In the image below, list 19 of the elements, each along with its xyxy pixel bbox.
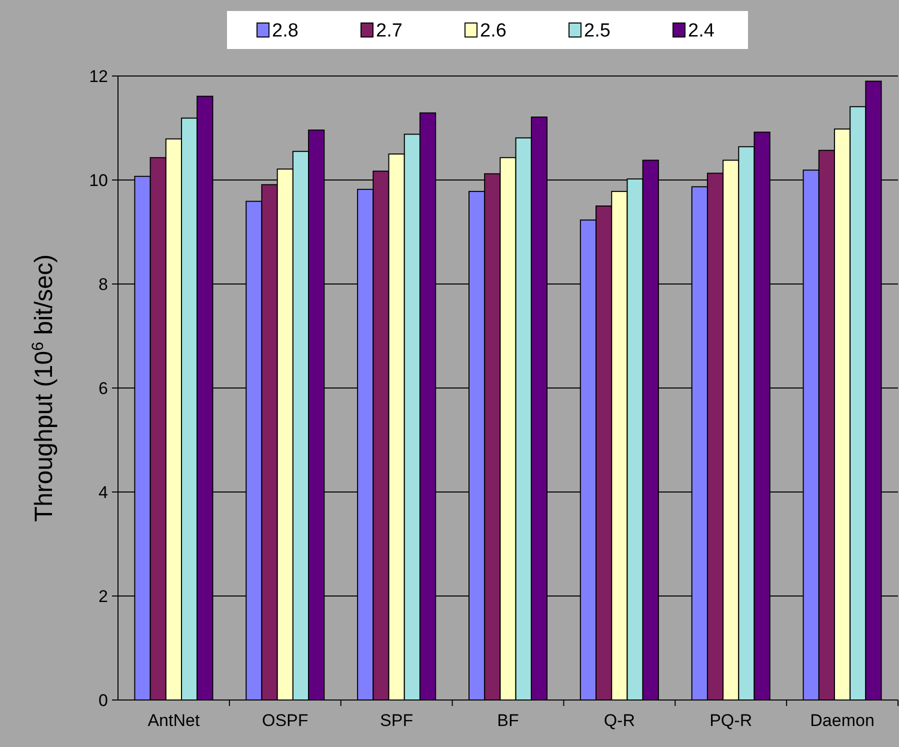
- x-tick-label: PQ-R: [710, 711, 752, 730]
- x-tick-label: Q-R: [604, 711, 636, 730]
- y-tick-label: 10: [89, 170, 108, 190]
- legend-label: 2.7: [376, 20, 402, 42]
- y-tick-label: 8: [98, 274, 108, 294]
- x-tick-label: BF: [497, 711, 519, 730]
- y-tick-label: 2: [98, 586, 108, 606]
- x-tick-label: AntNet: [148, 711, 200, 730]
- y-tick-label: 4: [98, 482, 108, 502]
- legend-label: 2.5: [584, 20, 610, 42]
- y-tick-label: 0: [98, 690, 108, 710]
- x-tick-label: OSPF: [262, 711, 308, 730]
- x-tick-label: SPF: [380, 711, 414, 730]
- legend-label: 2.8: [272, 20, 298, 42]
- y-tick-label: 12: [89, 66, 108, 86]
- legend-label: 2.6: [480, 20, 506, 42]
- legend-label: 2.4: [688, 20, 715, 42]
- x-tick-label: Daemon: [810, 711, 874, 730]
- y-tick-label: 6: [98, 378, 108, 398]
